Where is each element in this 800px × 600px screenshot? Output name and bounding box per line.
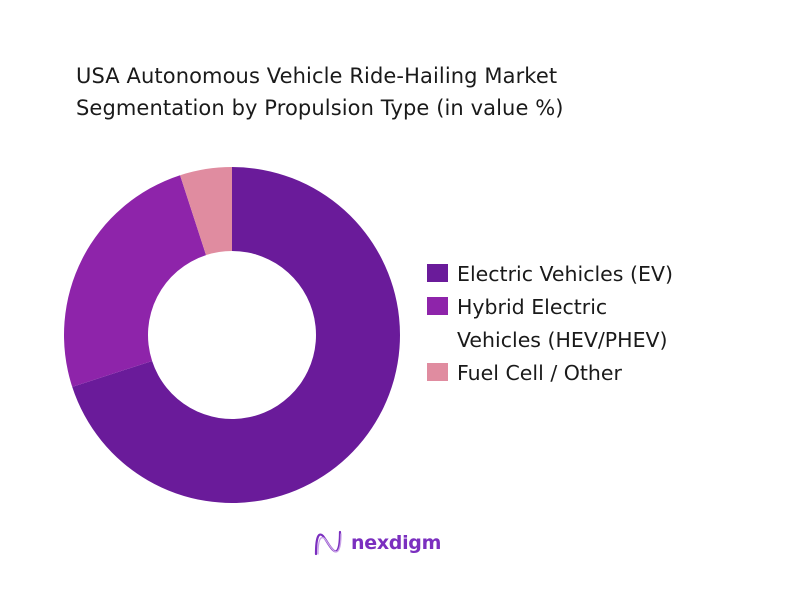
slice-fuel-cell — [180, 167, 232, 256]
logo-text: nexdigm — [351, 532, 442, 554]
donut-slices — [63, 167, 400, 503]
legend-item-hev: Hybrid Electric Vehicles (HEV/PHEV) — [427, 291, 673, 357]
slice-ev — [72, 167, 400, 503]
legend-item-fuel-cell: Fuel Cell / Other — [427, 357, 673, 390]
legend-swatch-ev — [427, 264, 448, 282]
chart-title: USA Autonomous Vehicle Ride-Hailing Mark… — [76, 60, 564, 124]
nexdigm-logo: nexdigm — [313, 530, 441, 556]
chart-title-line-2: Segmentation by Propulsion Type (in valu… — [76, 96, 564, 120]
slice-hev — [63, 175, 207, 387]
chart-legend: Electric Vehicles (EV) Hybrid Electric V… — [427, 258, 673, 390]
legend-label-ev: Electric Vehicles (EV) — [457, 262, 673, 286]
legend-label-hev-line-1: Hybrid Electric — [457, 295, 608, 319]
legend-label-fuel-cell: Fuel Cell / Other — [457, 361, 622, 385]
chart-title-line-1: USA Autonomous Vehicle Ride-Hailing Mark… — [76, 64, 558, 88]
legend-swatch-fuel-cell — [427, 363, 448, 381]
legend-item-ev: Electric Vehicles (EV) — [427, 258, 673, 291]
legend-swatch-hev — [427, 297, 448, 315]
wave-n-icon — [314, 530, 342, 556]
legend-label-hev-line-2: Vehicles (HEV/PHEV) — [457, 328, 668, 352]
